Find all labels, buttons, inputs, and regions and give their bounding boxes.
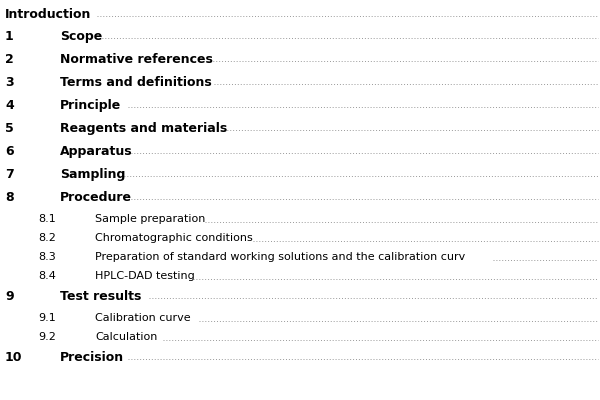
Text: Reagents and materials: Reagents and materials	[60, 122, 227, 135]
Text: 8.1: 8.1	[38, 214, 56, 224]
Text: 9: 9	[5, 290, 14, 303]
Text: 9.2: 9.2	[38, 332, 56, 342]
Text: Scope: Scope	[60, 30, 102, 43]
Text: 9.1: 9.1	[38, 313, 56, 323]
Text: 3: 3	[5, 76, 14, 89]
Text: Terms and definitions: Terms and definitions	[60, 76, 212, 89]
Text: HPLC-DAD testing: HPLC-DAD testing	[95, 271, 195, 281]
Text: 4: 4	[5, 99, 14, 112]
Text: 10: 10	[5, 351, 23, 364]
Text: 2: 2	[5, 53, 14, 66]
Text: Procedure: Procedure	[60, 191, 132, 204]
Text: Sampling: Sampling	[60, 168, 125, 181]
Text: 8: 8	[5, 191, 14, 204]
Text: Introduction: Introduction	[5, 8, 91, 21]
Text: Calculation: Calculation	[95, 332, 157, 342]
Text: 5: 5	[5, 122, 14, 135]
Text: 8.2: 8.2	[38, 233, 56, 243]
Text: Precision: Precision	[60, 351, 124, 364]
Text: 1: 1	[5, 30, 14, 43]
Text: Calibration curve: Calibration curve	[95, 313, 191, 323]
Text: 6: 6	[5, 145, 14, 158]
Text: Sample preparation: Sample preparation	[95, 214, 205, 224]
Text: Principle: Principle	[60, 99, 121, 112]
Text: 7: 7	[5, 168, 14, 181]
Text: Normative references: Normative references	[60, 53, 213, 66]
Text: Test results: Test results	[60, 290, 142, 303]
Text: 8.3: 8.3	[38, 252, 56, 262]
Text: 8.4: 8.4	[38, 271, 56, 281]
Text: Chromatographic conditions: Chromatographic conditions	[95, 233, 253, 243]
Text: Apparatus: Apparatus	[60, 145, 133, 158]
Text: Preparation of standard working solutions and the calibration curv: Preparation of standard working solution…	[95, 252, 465, 262]
